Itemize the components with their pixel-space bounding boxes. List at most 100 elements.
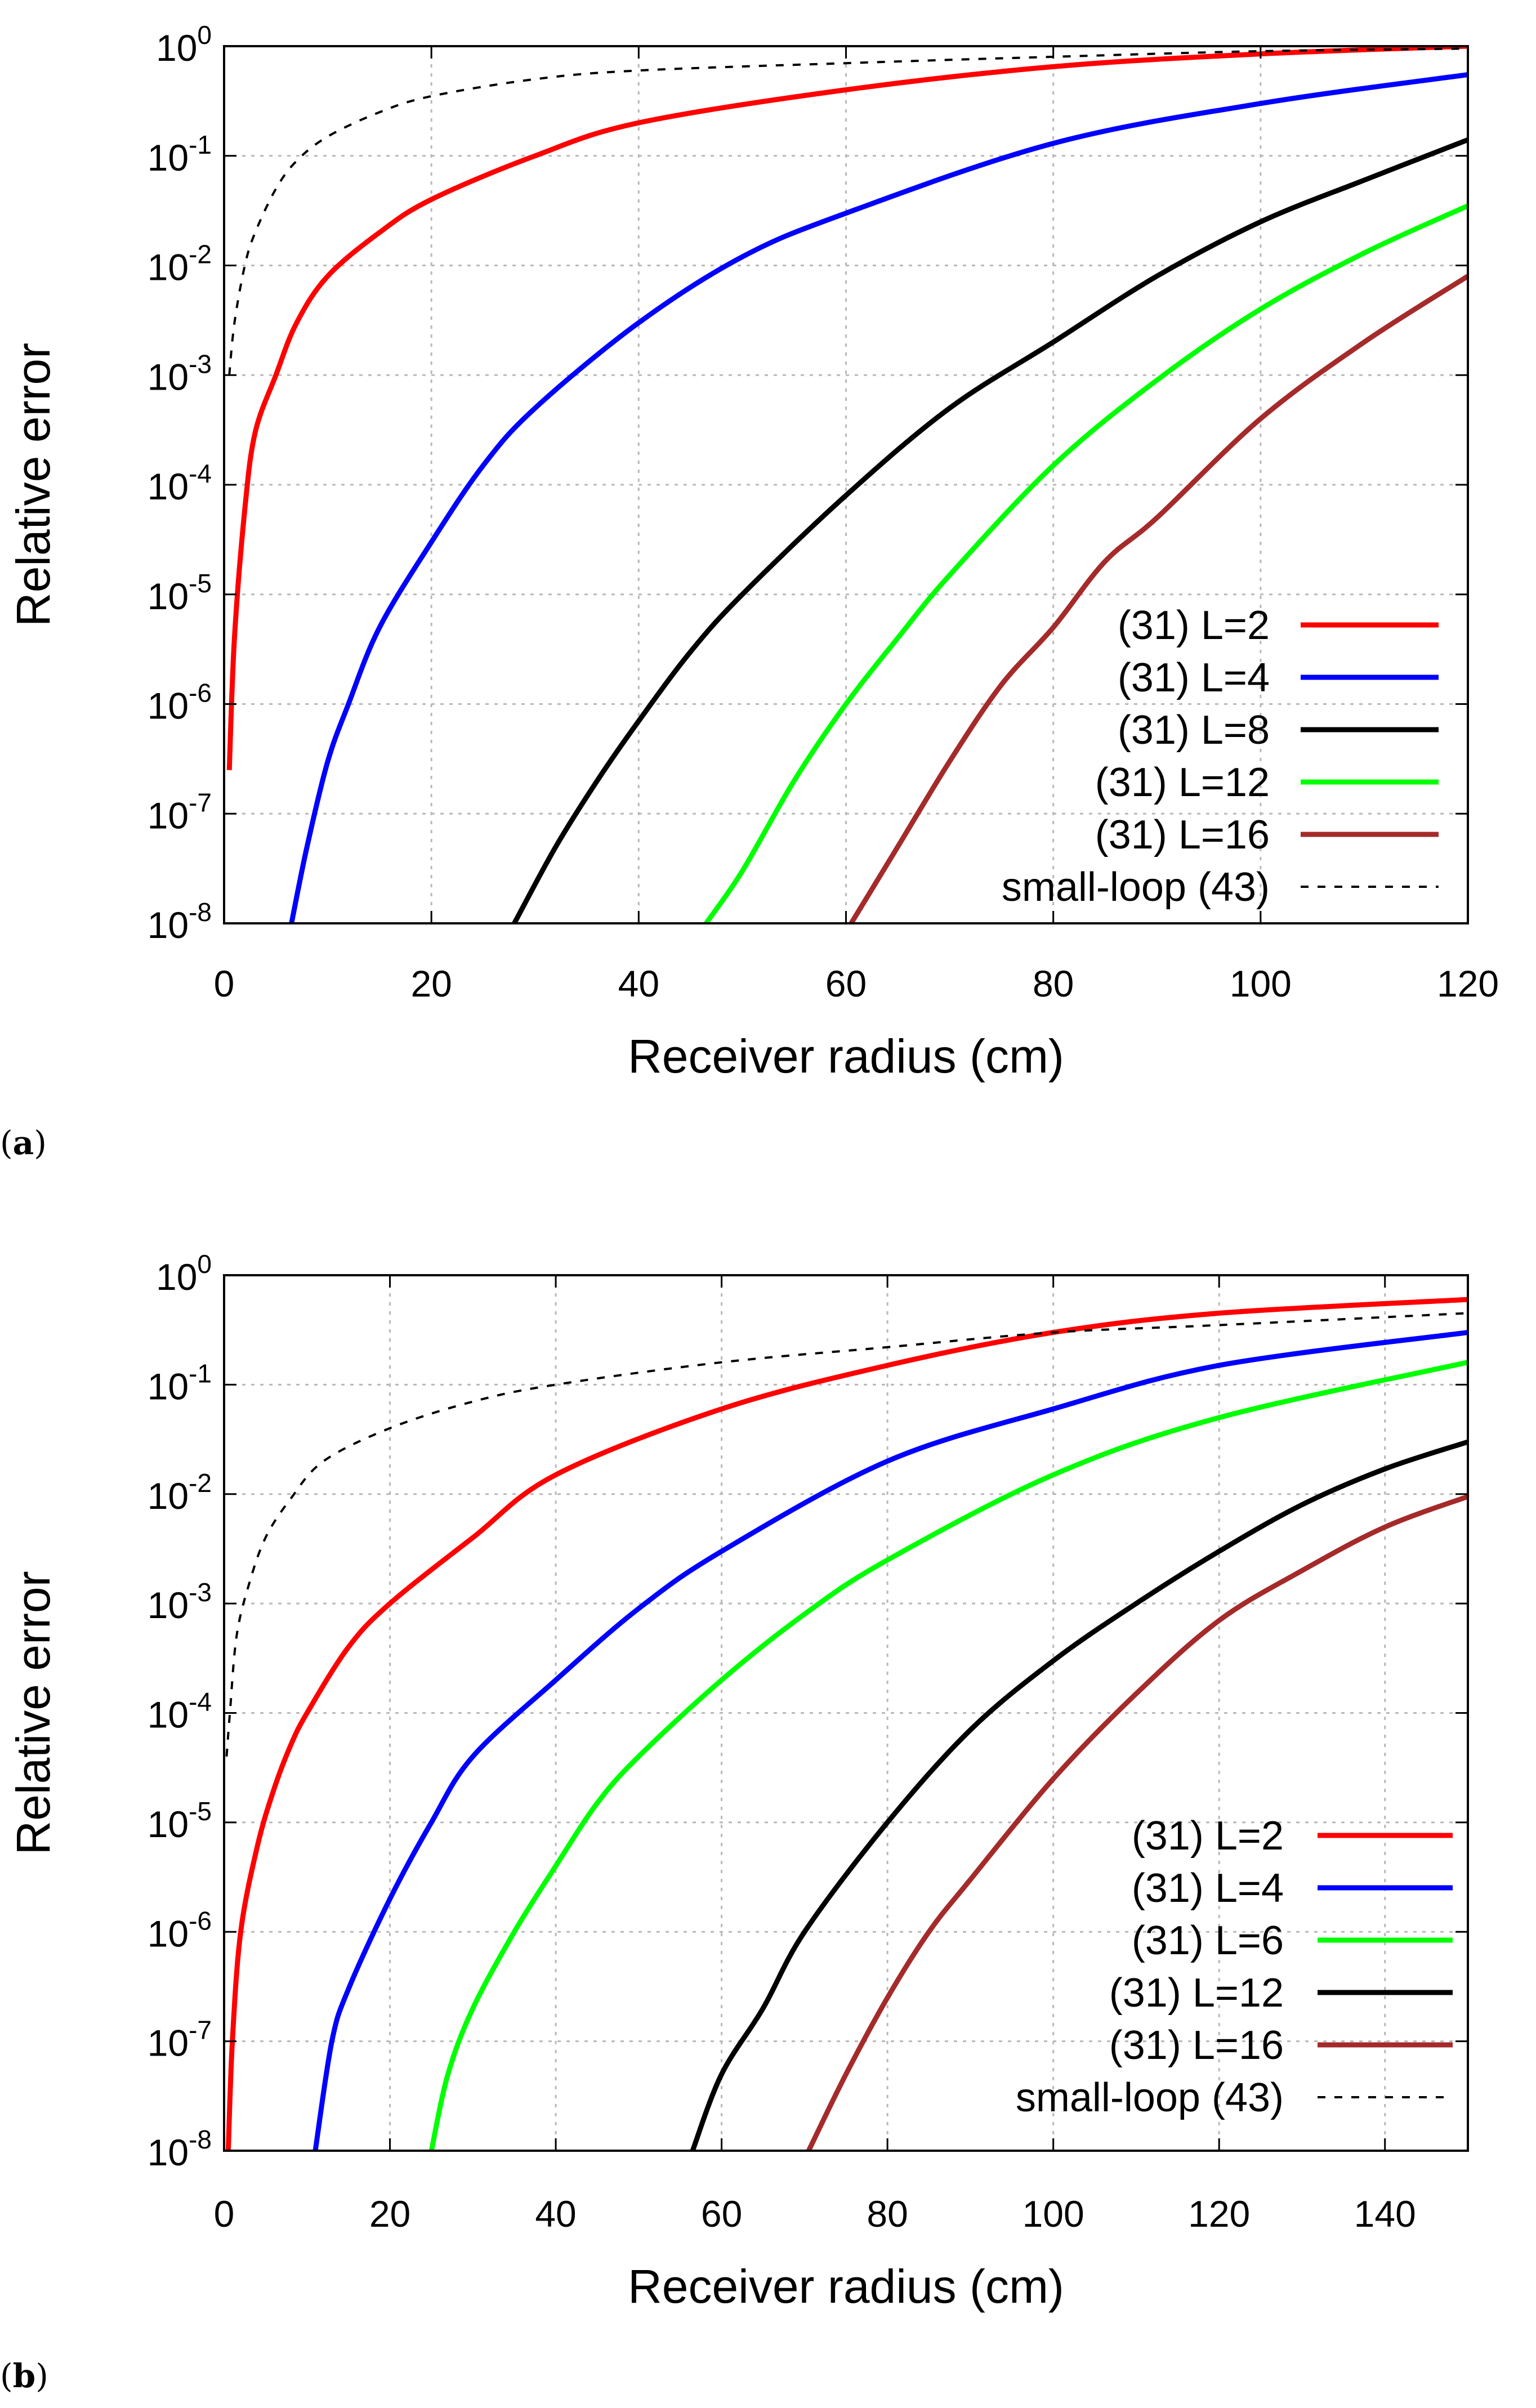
panel-b-ytick-exp-7: -1	[189, 1359, 212, 1388]
panel-a-ytick-exp-7: -1	[189, 130, 212, 159]
panel-b-legend-label-2: (31) L=6	[1132, 1918, 1284, 1963]
panel-b-label-close: )	[35, 2357, 48, 2395]
panel-a-ytick-base-1: 10	[148, 794, 189, 836]
panel-b-legend-label-1: (31) L=4	[1132, 1866, 1284, 1911]
panel-b-ytick-base-1: 10	[148, 2022, 189, 2064]
panel-b-ytick-label-5: 10-3	[148, 1578, 212, 1626]
panel-b-ytick-label-0: 10-8	[148, 2125, 212, 2173]
panel-a-series	[226, 46, 1468, 923]
panel-b-legend-label-4: (31) L=16	[1109, 2023, 1284, 2068]
panel-b-series-0	[225, 1297, 1468, 2151]
panel-a-ytick-base-3: 10	[148, 575, 189, 617]
panel-b-ytick-label-8: 100	[156, 1249, 212, 1298]
panel-a-ytick-label-3: 10-5	[148, 569, 212, 617]
panel-b-ytick-exp-0: -8	[189, 2125, 212, 2154]
panel-b-series-4	[806, 1494, 1468, 2151]
panel-a-legend-label-4: (31) L=16	[1095, 812, 1270, 857]
panel-a-ytick-base-8: 10	[156, 27, 197, 69]
panel-b-ytick-label-7: 10-1	[148, 1359, 212, 1407]
panel-a-ytick-label-1: 10-7	[148, 788, 212, 836]
panel-b-ytick-base-4: 10	[148, 1694, 189, 1736]
panel-a-label-letter: a	[13, 1124, 34, 1162]
panel-a-series-1	[289, 72, 1468, 923]
panel-a-grid	[224, 46, 1468, 923]
panel-b-ytick-label-4: 10-4	[148, 1687, 212, 1736]
panel-a-series-4	[849, 274, 1468, 923]
panel-a-ytick-label-8: 100	[156, 20, 212, 69]
panel-a-label-close: )	[34, 1124, 47, 1162]
panel-b: 0 20 40 60 80 100 120 14010-810-710-610-510-410…	[0, 1249, 1469, 2395]
panel-a-xtick-label-4: 80	[1033, 963, 1074, 1004]
panel-b-xtick-label-4: 80	[867, 2193, 908, 2235]
panel-b-ytick-label-3: 10-5	[148, 1797, 212, 1845]
panel-b-label-letter: b	[13, 2357, 36, 2395]
panel-a-series-5	[228, 47, 1468, 376]
panel-b-ytick-base-7: 10	[148, 1365, 189, 1407]
panel-a-ytick-label-6: 10-2	[148, 240, 212, 288]
panel-b-xtick-label-5: 100	[1022, 2193, 1084, 2235]
panel-a-ytick-label-0: 10-8	[148, 897, 212, 946]
panel-a-label: (a)	[0, 1124, 47, 1162]
panel-b-ytick-exp-8: 0	[197, 1249, 212, 1279]
panel-a-ytick-label-2: 10-6	[148, 678, 212, 727]
panel-a-ytick-base-6: 10	[148, 247, 189, 288]
panel-a-series-2	[512, 137, 1468, 923]
panel-b-legend-label-5: small-loop (43)	[1016, 2075, 1284, 2120]
panel-b-ytick-base-6: 10	[148, 1475, 189, 1517]
panel-b-ytick-base-5: 10	[148, 1584, 189, 1626]
panel-a-xtick-label-0: 0	[214, 963, 235, 1004]
panel-a-legend-label-2: (31) L=8	[1118, 708, 1270, 753]
panel-b-series-1	[312, 1330, 1468, 2151]
panel-a-ytick-exp-5: -3	[189, 349, 212, 378]
panel-a-xlabel: Receiver radius (cm)	[628, 1030, 1064, 1083]
panel-a-ytick-exp-0: -8	[189, 897, 212, 927]
panel-a-ytick-exp-4: -4	[189, 459, 212, 488]
panel-a-ytick-base-4: 10	[148, 466, 189, 507]
panel-b-ytick-exp-5: -3	[189, 1578, 212, 1607]
panel-a-ytick-base-5: 10	[148, 356, 189, 397]
panel-a-ytick-exp-8: 0	[197, 20, 212, 50]
panel-b-ytick-base-0: 10	[148, 2132, 189, 2173]
panel-b-ytick-base-2: 10	[148, 1913, 189, 1954]
panel-b-label: (b)	[0, 2357, 48, 2395]
panel-a-xtick-label-1: 20	[410, 963, 452, 1004]
panel-a-series-3	[704, 203, 1468, 923]
panel-a-ytick-label-5: 10-3	[148, 349, 212, 397]
panel-b-series-5	[225, 1312, 1468, 1757]
panel-b-legend-label-0: (31) L=2	[1132, 1813, 1284, 1859]
panel-b-ytick-exp-1: -7	[189, 2016, 212, 2045]
panel-b-xtick-label-1: 20	[369, 2193, 410, 2235]
panel-a-ylabel: Relative error	[7, 343, 60, 627]
panel-a-legend: (31) L=2 (31) L=4 (31) L=8 (31) L=12 (31) L=…	[1002, 603, 1439, 910]
panel-b-ytick-exp-3: -5	[189, 1797, 212, 1826]
panel-b-legend: (31) L=2 (31) L=4 (31) L=6 (31) L=12 (31) L=…	[1016, 1813, 1453, 2120]
panel-a-label-open: (	[0, 1124, 13, 1162]
panel-b-label-open: (	[0, 2357, 13, 2395]
panel-b-ytick-base-8: 10	[156, 1256, 197, 1298]
panel-b-series	[225, 1297, 1468, 2151]
panel-b-xtick-label-7: 140	[1354, 2193, 1416, 2235]
panel-a-ytick-base-2: 10	[148, 685, 189, 727]
panel-a-ytick-exp-3: -5	[189, 569, 212, 598]
panel-b-xtick-label-3: 60	[701, 2193, 742, 2235]
panel-a-ytick-exp-1: -7	[189, 788, 212, 817]
panel-a: 0 20 40 60 80 100 12010-810-710-610-510-410-31…	[0, 20, 1499, 1162]
panel-a-series-0	[226, 46, 1468, 770]
panel-a-xtick-label-5: 100	[1230, 963, 1292, 1004]
panel-a-ytick-base-0: 10	[148, 904, 189, 946]
panel-a-xtick-label-3: 60	[825, 963, 867, 1004]
panel-a-ytick-base-7: 10	[148, 137, 189, 178]
panel-a-legend-label-1: (31) L=4	[1118, 655, 1270, 700]
panel-b-ytick-exp-6: -2	[189, 1468, 212, 1498]
panel-a-ytick-exp-6: -2	[189, 240, 212, 269]
panel-b-xlabel: Receiver radius (cm)	[628, 2260, 1064, 2313]
panel-a-legend-label-3: (31) L=12	[1095, 760, 1270, 805]
panel-a-legend-label-0: (31) L=2	[1118, 603, 1270, 648]
panel-a-ytick-label-4: 10-4	[148, 459, 212, 507]
panel-b-series-2	[428, 1360, 1468, 2151]
panel-b-ytick-label-1: 10-7	[148, 2016, 212, 2064]
panel-b-xtick-label-6: 120	[1188, 2193, 1250, 2235]
panel-a-legend-label-5: small-loop (43)	[1002, 865, 1270, 910]
panel-a-ytick-exp-2: -6	[189, 678, 212, 708]
